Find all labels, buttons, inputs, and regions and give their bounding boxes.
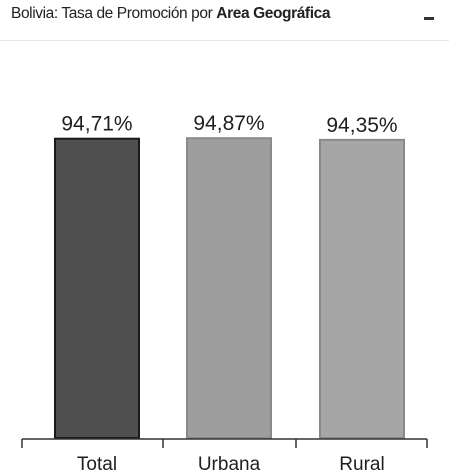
category-label-urbana: Urbana — [198, 454, 261, 475]
chart-title-prefix: Bolivia: Tasa de Promoción por — [11, 5, 217, 22]
value-label-rural: 94,35% — [326, 114, 397, 137]
bar-rural[interactable] — [319, 138, 405, 439]
collapse-button[interactable] — [419, 6, 439, 26]
axis-layer — [21, 438, 428, 448]
category-label-total: Total — [77, 454, 117, 475]
chart-title-bold: Area Geográfica — [216, 5, 331, 22]
value-label-urbana: 94,87% — [193, 112, 264, 135]
labels-layer: 94,71% Total 94,87% Urbana 94,35% Rural — [61, 112, 397, 475]
minus-icon — [424, 17, 434, 20]
chart-title: Bolivia: Tasa de Promoción por Area Geog… — [11, 5, 330, 23]
value-label-total: 94,71% — [61, 113, 132, 136]
bars-layer — [54, 137, 405, 440]
bar-urbana[interactable] — [186, 137, 272, 440]
widget-header: Bolivia: Tasa de Promoción por Area Geog… — [0, 0, 449, 41]
category-label-rural: Rural — [339, 454, 384, 475]
bar-total[interactable] — [54, 137, 140, 439]
